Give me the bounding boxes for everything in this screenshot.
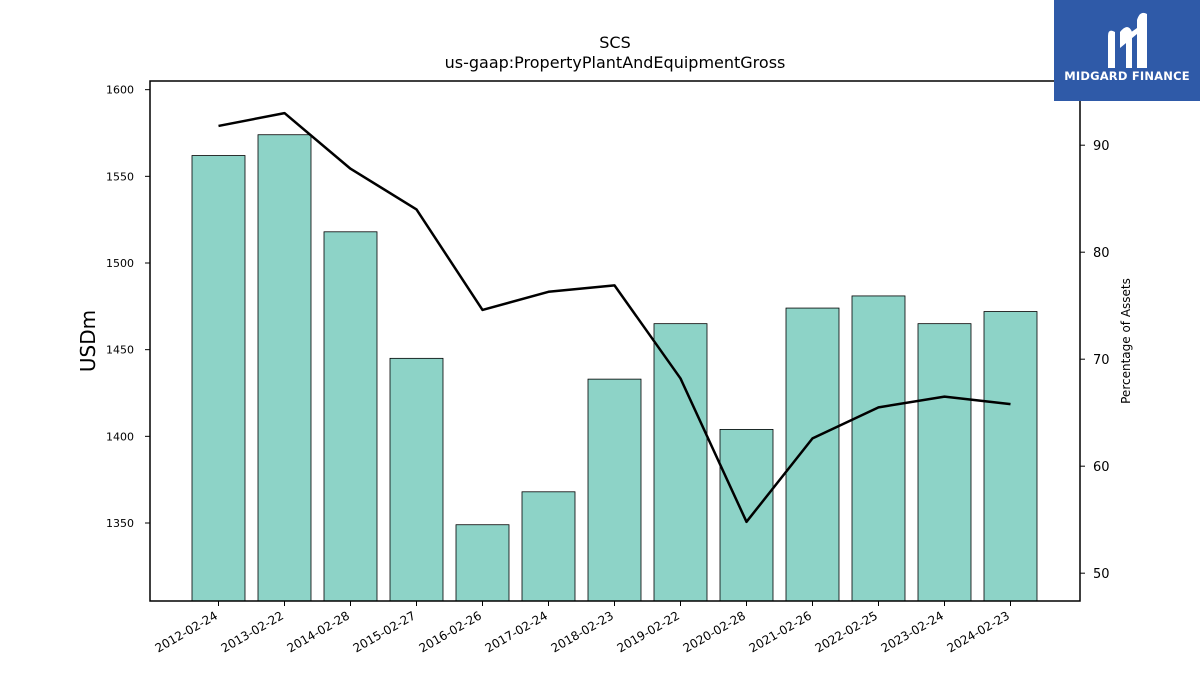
chart-subtitle: us-gaap:PropertyPlantAndEquipmentGross: [445, 53, 786, 72]
bar: [851, 295, 906, 602]
bar: [323, 231, 378, 602]
y2-tick-label: 90: [1093, 139, 1110, 154]
bar: [785, 307, 840, 602]
y-tick-label: 1350: [106, 517, 134, 530]
x-tick-label: 2016-02-26: [417, 608, 484, 655]
x-tick-label: 2023-02-24: [879, 608, 946, 655]
bar-series: [191, 134, 1038, 602]
percentage-line: [218, 111, 1011, 524]
y-tick-label: 1450: [106, 344, 134, 357]
bar: [257, 134, 312, 602]
x-tick-label: 2015-02-27: [351, 608, 418, 655]
y2-tick-label: 70: [1093, 353, 1110, 368]
x-tick-label: 2021-02-26: [747, 608, 814, 655]
x-axis: 2012-02-242013-02-222014-02-282015-02-27…: [153, 601, 1012, 655]
y-tick-label: 1400: [106, 430, 134, 443]
x-tick-label: 2022-02-25: [813, 608, 880, 655]
bar: [917, 323, 972, 602]
bar: [983, 311, 1038, 602]
bar: [455, 524, 510, 602]
x-tick-label: 2012-02-24: [153, 608, 220, 655]
x-tick-label: 2014-02-28: [285, 608, 352, 655]
y2-tick-label: 60: [1093, 460, 1110, 475]
y-axis-left: 1350 1400 1450 1500 1550 1600: [106, 84, 150, 530]
y-tick-label: 1550: [106, 170, 134, 183]
y-axis-label: USDm: [76, 310, 100, 372]
bar: [389, 357, 444, 602]
chart-title: SCS: [599, 33, 630, 52]
bar: [191, 155, 246, 602]
x-tick-label: 2019-02-22: [615, 608, 682, 655]
midgard-finance-logo: MIDGARD FINANCE: [1054, 0, 1200, 101]
x-tick-label: 2024-02-23: [945, 608, 1012, 655]
x-tick-label: 2017-02-24: [483, 608, 550, 655]
y-tick-label: 1500: [106, 257, 134, 270]
y2-tick-label: 80: [1093, 246, 1110, 261]
y2-tick-label: 50: [1093, 567, 1110, 582]
bar: [521, 491, 576, 602]
y2-axis-label: Percentage of Assets: [1119, 278, 1133, 404]
x-tick-label: 2020-02-28: [681, 608, 748, 655]
x-tick-label: 2018-02-23: [549, 608, 616, 655]
bar: [719, 428, 774, 602]
y-axis-right: 50 60 70 80 90: [1080, 139, 1110, 582]
bar: [587, 378, 642, 602]
y-tick-label: 1600: [106, 84, 134, 97]
x-tick-label: 2013-02-22: [219, 608, 286, 655]
logo-text: MIDGARD FINANCE: [1064, 69, 1190, 83]
logo-mark-icon: [1108, 12, 1147, 69]
bar: [653, 323, 708, 602]
